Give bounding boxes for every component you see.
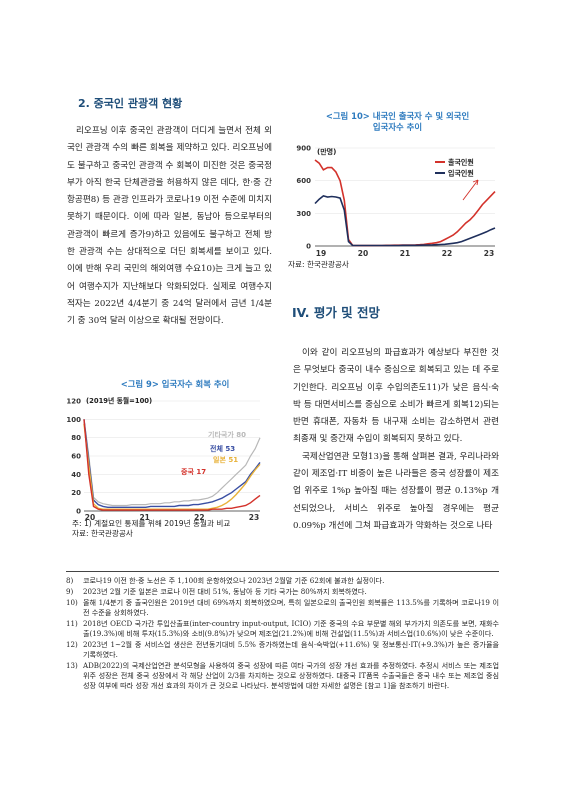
x-tick-label: 20 xyxy=(358,249,368,258)
y-tick-label: 300 xyxy=(296,210,311,218)
y-tick-label: 0 xyxy=(306,243,311,251)
footnote-item: 8) 코로나19 이전 한·중 노선은 주 1,100회 운항하였으나 2023년… xyxy=(66,576,499,586)
chart-unit: (만명) xyxy=(317,147,336,156)
series-line xyxy=(314,195,496,247)
figure9-chart: 0 20 40 60 80 100 120 20 21 22 23 (2019년 동월=100) 기타국… xyxy=(66,396,261,521)
footnote-text: 2023년 1~2월 중 서비스업 생산은 전년동기대비 5.5% 증가하였는데… xyxy=(83,640,499,659)
footnote-item: 12) 2023년 1~2월 중 서비스업 생산은 전년동기대비 5.5% 증가하… xyxy=(66,640,499,660)
footnote-item: 13) ADB(2022)의 국제산업연관 분석모형을 사용하여 중국 성장에 따… xyxy=(66,661,499,691)
footnote-number: 10) xyxy=(66,598,78,607)
trend-arrow xyxy=(462,179,479,201)
figure9-note: 주: 1) 계절요인 통제를 위해 2019년 동월과 비교 xyxy=(72,519,231,528)
chart-subtitle: (2019년 동월=100) xyxy=(86,396,152,405)
x-tick-label: 21 xyxy=(139,513,149,521)
y-tick-label: 120 xyxy=(66,398,81,406)
footnote-text: 2023년 2월 기준 일본은 코로나 이전 대비 51%, 동남아 등 기타 … xyxy=(83,587,367,596)
y-tick-label: 40 xyxy=(71,471,81,479)
series-line xyxy=(83,419,261,507)
footnote-number: 9) xyxy=(66,587,74,596)
x-tick-label: 23 xyxy=(249,513,259,521)
footnote-text: 코로나19 이전 한·중 노선은 주 1,100회 운항하였으나 2023년 2… xyxy=(83,576,385,585)
footnote-text: 2018년 OECD 국가간 투입산출표(inter-country input… xyxy=(83,619,499,638)
x-tick-label: 23 xyxy=(484,249,494,258)
right-paragraph-2: 국제산업연관 모형13)을 통해 살펴본 결과, 우리나라와 같이 제조업·IT… xyxy=(293,451,499,531)
y-tick-label: 80 xyxy=(71,434,81,442)
left-body-text: 리오프닝 이후 중국인 관광객이 더디게 늘면서 전체 외국인 관광객 수의 빠… xyxy=(67,123,272,331)
x-tick-label: 22 xyxy=(194,513,204,521)
x-tick-label: 22 xyxy=(442,249,452,258)
figure10-title-line1: <그림 10> 내국인 출국자 수 및 외국인 xyxy=(325,111,470,121)
x-tick-label: 19 xyxy=(316,249,326,258)
figure10-source: 자료: 한국관광공사 xyxy=(288,260,349,269)
legend-label: 입국인원 xyxy=(448,169,474,178)
y-tick-label: 600 xyxy=(296,177,311,185)
series-label: 일본 51 xyxy=(213,455,238,464)
y-tick-label: 900 xyxy=(296,145,311,153)
figure10-title-line2: 입국자수 추이 xyxy=(372,122,423,132)
left-paragraph: 리오프닝 이후 중국인 관광객이 더디게 늘면서 전체 외국인 관광객 수의 빠… xyxy=(67,126,272,327)
section-heading: 2. 중국인 관광객 현황 xyxy=(78,97,183,110)
figure9-source: 자료: 한국관광공사 xyxy=(72,529,133,538)
x-tick-label: 21 xyxy=(400,249,410,258)
footnote-number: 13) xyxy=(66,661,78,670)
footnote-item: 11) 2018년 OECD 국가간 투입산출표(inter-country in… xyxy=(66,619,499,639)
footnotes: 8) 코로나19 이전 한·중 노선은 주 1,100회 운항하였으나 2023년… xyxy=(66,576,499,692)
right-body-text: 이와 같이 리오프닝의 파급효과가 예상보다 부진한 것은 무엇보다 중국이 내… xyxy=(293,345,499,535)
series-label: 전체 53 xyxy=(210,444,235,453)
x-tick-label: 20 xyxy=(85,513,95,521)
footnote-number: 11) xyxy=(66,619,78,628)
y-tick-label: 20 xyxy=(71,489,81,497)
y-tick-label: 0 xyxy=(76,508,81,516)
footnote-divider xyxy=(66,571,499,572)
figure9-title: <그림 9> 입국자수 회복 추이 xyxy=(120,379,230,389)
footnote-item: 10) 올해 1/4분기 중 출국인원은 2019년 대비 69%까지 회복하였으… xyxy=(66,598,499,618)
series-line xyxy=(83,419,261,509)
y-tick-label: 100 xyxy=(66,416,81,424)
footnote-item: 9) 2023년 2월 기준 일본은 코로나 이전 대비 51%, 동남아 등 기… xyxy=(66,587,499,597)
series-line xyxy=(83,419,261,511)
right-paragraph-1: 이와 같이 리오프닝의 파급효과가 예상보다 부진한 것은 무엇보다 중국이 내… xyxy=(293,348,499,445)
footnote-text: 올해 1/4분기 중 출국인원은 2019년 대비 69%까지 회복하였으며, … xyxy=(83,598,499,617)
footnote-number: 8) xyxy=(66,576,74,585)
series-label: 기타국가 80 xyxy=(208,430,246,439)
section-heading-evaluation: IV. 평가 및 전망 xyxy=(292,305,381,320)
legend-label: 출국인원 xyxy=(448,158,474,167)
series-line xyxy=(83,423,261,510)
footnote-text: ADB(2022)의 국제산업연관 분석모형을 사용하여 중국 성장에 따른 여… xyxy=(83,661,499,690)
footnote-number: 12) xyxy=(66,640,78,649)
series-label: 중국 17 xyxy=(181,468,206,476)
y-tick-label: 60 xyxy=(71,453,81,461)
trend-arrow-head xyxy=(472,179,479,186)
